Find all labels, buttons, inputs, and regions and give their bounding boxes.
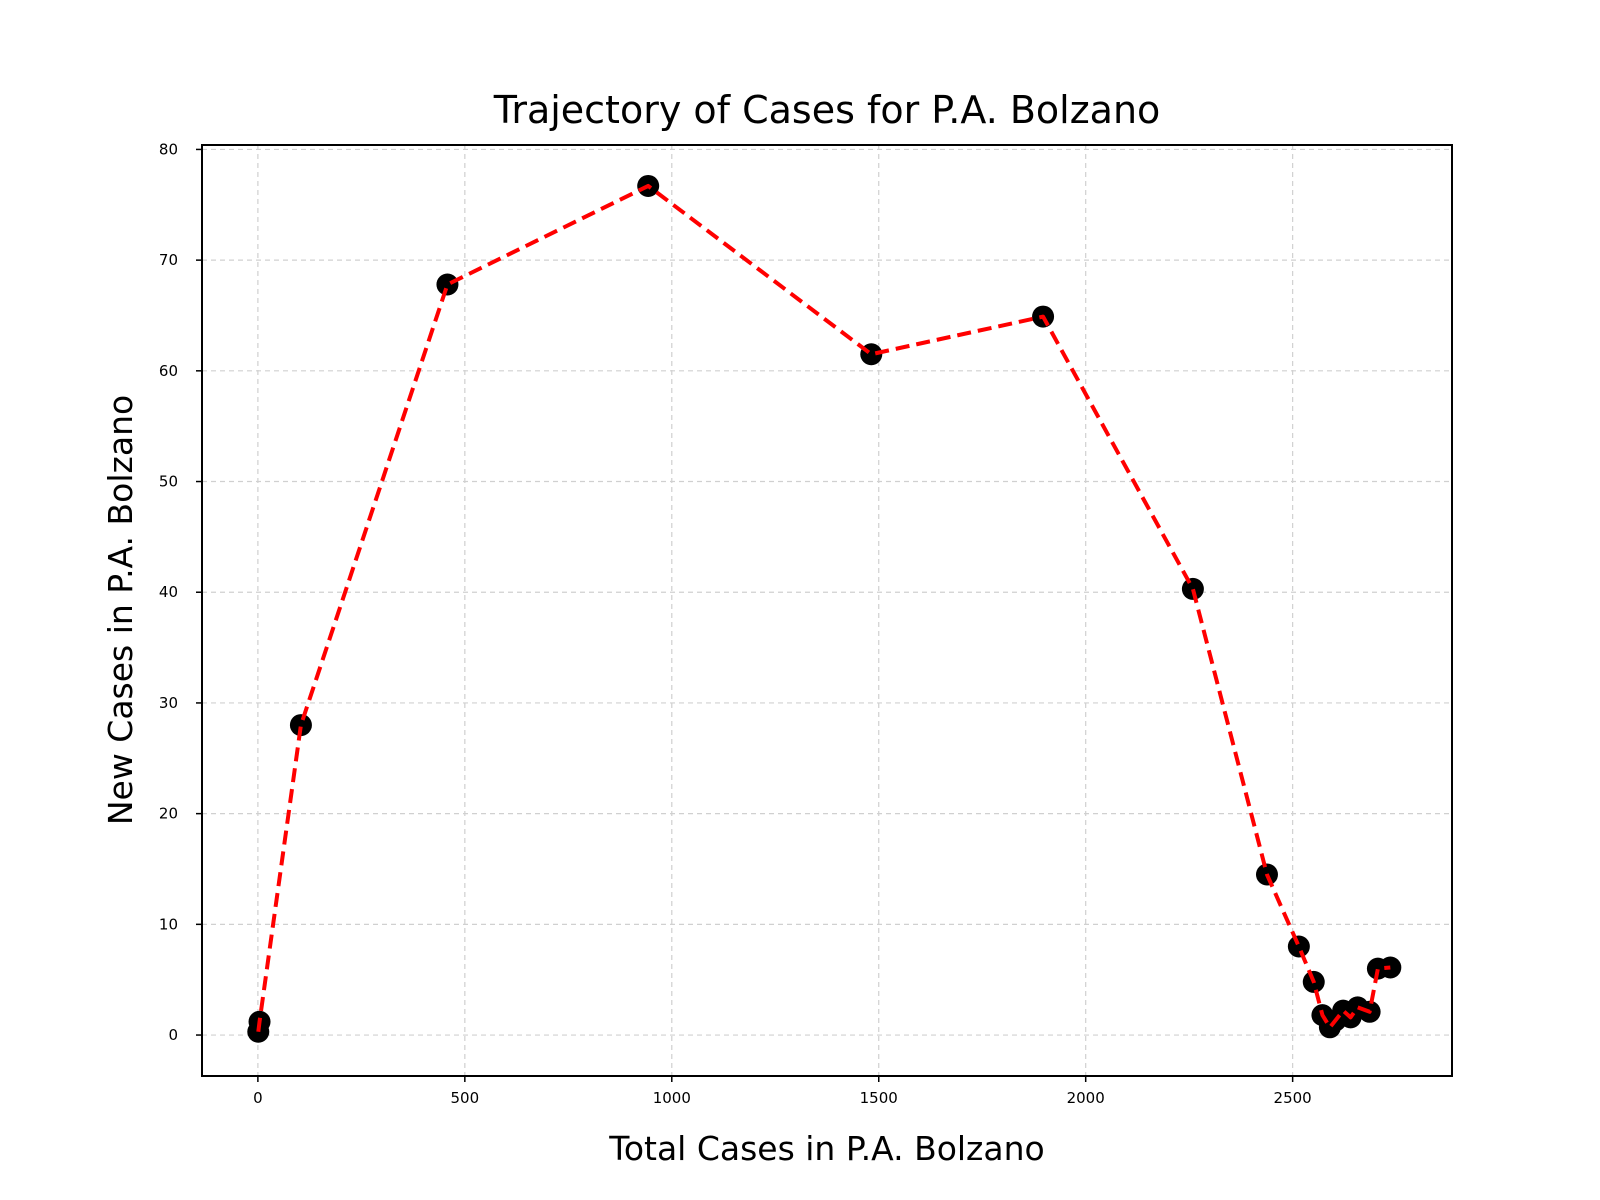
y-tick-label: 30 — [159, 694, 178, 712]
data-point — [1287, 935, 1310, 958]
y-tick-label: 60 — [159, 362, 178, 380]
y-tick-label: 40 — [159, 583, 178, 601]
x-axis-label: Total Cases in P.A. Bolzano — [608, 1129, 1044, 1168]
series-layer — [247, 174, 1402, 1043]
x-tick-label: 2500 — [1274, 1089, 1312, 1107]
y-axis-label: New Cases in P.A. Bolzano — [101, 395, 140, 825]
y-tick-label: 80 — [159, 140, 178, 158]
x-tick-label: 1500 — [860, 1089, 898, 1107]
data-point — [289, 714, 312, 737]
y-tick-label: 20 — [159, 805, 178, 823]
y-tick-label: 0 — [168, 1026, 178, 1044]
x-tick-label: 2000 — [1067, 1089, 1105, 1107]
data-point — [1181, 577, 1204, 600]
y-tick-label: 10 — [159, 915, 178, 933]
x-tick-label: 1000 — [653, 1089, 691, 1107]
x-tick-label: 500 — [451, 1089, 480, 1107]
plot-frame — [201, 144, 1453, 1077]
chart-title: Trajectory of Cases for P.A. Bolzano — [493, 88, 1161, 132]
y-tick-label: 50 — [159, 473, 178, 491]
grid — [202, 145, 1452, 1076]
data-point — [436, 273, 459, 296]
series-line — [256, 183, 1391, 1032]
x-tick-label: 0 — [253, 1089, 263, 1107]
y-tick-label: 70 — [159, 251, 178, 269]
tick-layer: 0 500 1000 1500 2000 2500 0 10 20 30 40 50 60 70 80 — [159, 140, 1312, 1107]
